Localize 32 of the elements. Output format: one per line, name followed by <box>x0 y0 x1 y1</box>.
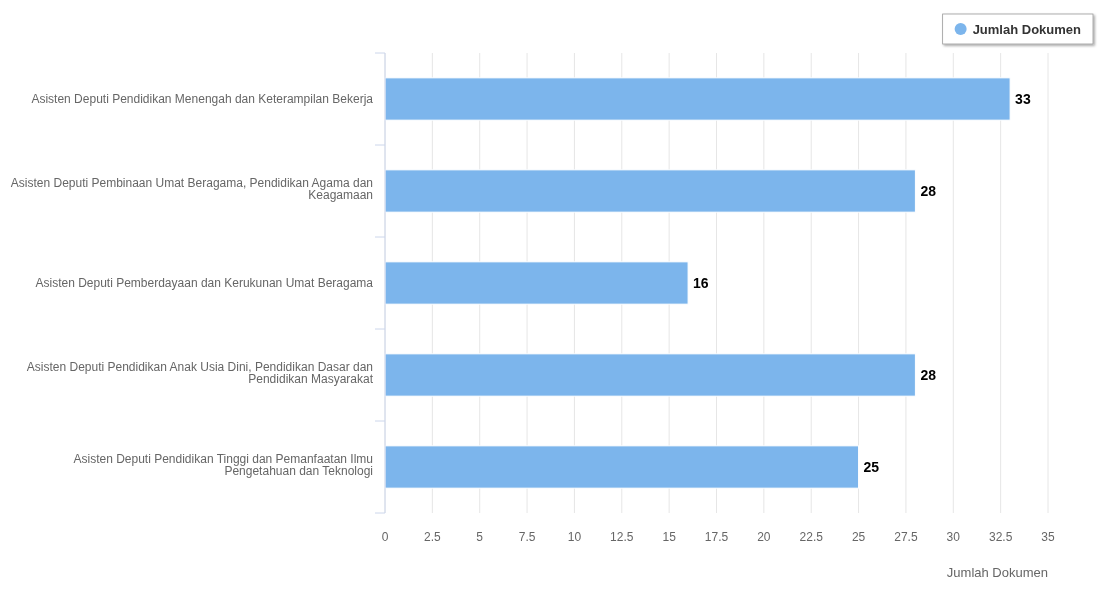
y-tick-label: Asisten Deputi Pendidikan Menengah dan Keterampilan Bekerja <box>31 92 374 107</box>
x-tick-label: 30 <box>946 530 961 544</box>
x-tick-label: 2.5 <box>424 530 442 544</box>
bar <box>384 353 916 397</box>
x-tick-label: 32.5 <box>988 530 1013 544</box>
bar <box>384 261 689 305</box>
x-axis-title: Jumlah Dokumen <box>946 565 1048 580</box>
y-tick-label: Asisten Deputi Pemberdayaan dan Kerukunan Umat Beragama <box>35 276 374 291</box>
data-label: 28 <box>920 182 937 199</box>
x-tick-label: 0 <box>381 530 389 544</box>
x-tick-label: 20 <box>757 530 771 544</box>
data-label: 33 <box>1015 90 1031 107</box>
data-label: 25 <box>863 458 880 475</box>
x-tick-label: 25 <box>851 530 866 544</box>
y-tick-label: Asisten Deputi Pembinaan Umat Beragama, Pendidikan Agama dan Keagamaan <box>10 176 373 202</box>
x-tick-label: 22.5 <box>799 530 824 544</box>
y-tick-label: Asisten Deputi Pendidikan Tinggi dan Pemanfaatan Ilmu Pengetahuan dan Teknologi <box>73 452 373 478</box>
bar <box>384 445 860 489</box>
x-tick-label: 35 <box>1041 530 1055 544</box>
x-tick-label: 27.5 <box>894 530 918 544</box>
x-tick-label: 12.5 <box>610 530 634 544</box>
bar <box>384 169 916 213</box>
x-tick-label: 17.5 <box>704 530 729 544</box>
x-tick-label: 5 <box>476 530 484 544</box>
x-tick-label: 7.5 <box>518 530 536 544</box>
y-tick-label: Asisten Deputi Pendidikan Anak Usia Dini, Pendidikan Dasar dan Pendidikan Masyarakat <box>26 360 374 386</box>
data-label: 16 <box>693 274 709 291</box>
bar <box>384 77 1011 121</box>
x-tick-label: 10 <box>567 530 582 544</box>
data-label: 28 <box>920 366 937 383</box>
x-tick-label: 15 <box>662 530 677 544</box>
legend-label: Jumlah Dokumen <box>972 21 1082 37</box>
